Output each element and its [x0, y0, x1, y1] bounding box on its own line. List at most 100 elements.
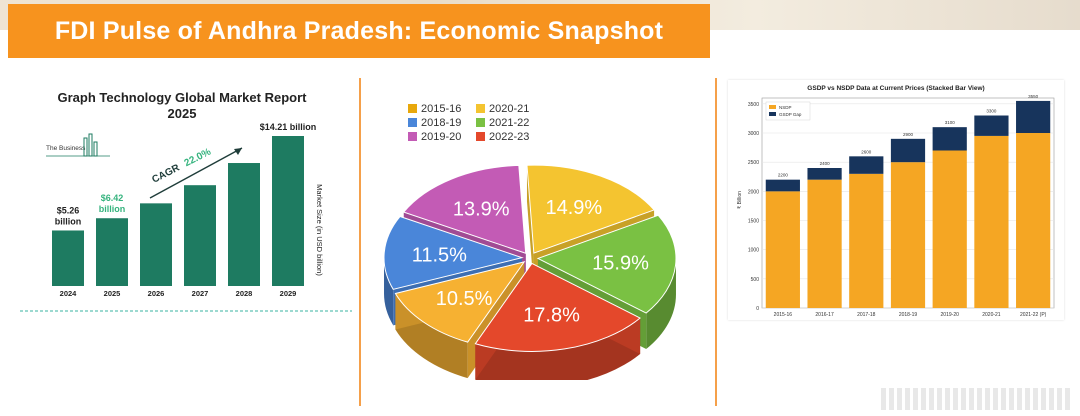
- business-logo: The Business: [46, 133, 110, 157]
- gsdp-y-tick: 1000: [748, 248, 759, 254]
- pie-slice-label: 11.5%: [412, 245, 467, 267]
- market-x-tick: 2026: [148, 289, 165, 298]
- pie-panel: 2015-16 2018-19 2019-20 2020-21 2021-22 2022-…: [370, 80, 705, 388]
- market-value-label: billion: [99, 204, 126, 214]
- pie-slice: [394, 261, 526, 343]
- pie-legend-swatch: [408, 118, 417, 127]
- market-x-tick: 2029: [280, 289, 297, 298]
- gsdp-y-tick: 3500: [748, 102, 759, 108]
- market-bar: [228, 163, 260, 286]
- gsdp-bar-gap: [807, 168, 842, 180]
- market-chart-subtitle: 2025: [168, 106, 197, 121]
- gsdp-bar-nsdp: [849, 173, 884, 308]
- divider-left: [359, 78, 361, 406]
- market-report-panel: Graph Technology Global Market Report 20…: [20, 80, 352, 320]
- market-x-tick: 2025: [104, 289, 121, 298]
- gsdp-bar-nsdp: [765, 191, 800, 308]
- gsdp-legend-swatch: [769, 112, 776, 116]
- gsdp-bar-gap: [974, 115, 1009, 136]
- market-bar: [96, 218, 128, 286]
- logo-bar: [93, 141, 98, 157]
- pie-legend-swatch: [476, 104, 485, 113]
- market-chart-title: Graph Technology Global Market Report: [58, 90, 308, 105]
- gsdp-chart-title: GSDP vs NSDP Data at Current Prices (Sta…: [807, 85, 984, 92]
- pie-legend-label: 2018-19: [421, 117, 461, 129]
- gsdp-bar-gap: [849, 156, 884, 174]
- gsdp-x-tick: 2015-16: [774, 312, 793, 318]
- pie-slice-label: 17.8%: [523, 305, 580, 327]
- logo-bar: [83, 137, 88, 157]
- market-value-label: $5.26: [57, 205, 80, 215]
- pie-slice: [402, 164, 527, 254]
- gsdp-bar-nsdp: [1016, 133, 1051, 308]
- market-bar: [272, 136, 304, 286]
- gsdp-x-tick: 2019-20: [941, 312, 960, 318]
- pie-legend-label: 2019-20: [421, 131, 461, 143]
- watermark: [881, 388, 1070, 410]
- pie-slice-wall: [526, 165, 534, 290]
- gsdp-stacked-chart: GSDP vs NSDP Data at Current Prices (Sta…: [737, 85, 1055, 318]
- pie-slice-side: [646, 258, 676, 350]
- gsdp-panel: GSDP vs NSDP Data at Current Prices (Sta…: [728, 80, 1064, 320]
- gsdp-y-tick: 2500: [748, 160, 759, 166]
- gsdp-total-label: 2600: [861, 149, 872, 154]
- pie-legend-label: 2021-22: [489, 117, 529, 129]
- gsdp-total-label: 3550: [1028, 94, 1039, 99]
- pie-slice-side: [475, 318, 641, 388]
- cagr-arrowhead: [234, 148, 242, 155]
- pie-legend-swatch: [476, 118, 485, 127]
- gsdp-y-tick: 500: [751, 277, 760, 283]
- gsdp-total-label: 3300: [986, 109, 997, 114]
- market-bar: [184, 185, 216, 286]
- pie-slice: [474, 262, 642, 352]
- gsdp-x-tick: 2016-17: [815, 312, 834, 318]
- market-value-label: $6.42: [101, 193, 124, 203]
- gsdp-bar-nsdp: [974, 135, 1009, 308]
- gsdp-total-label: 2900: [903, 132, 914, 137]
- market-value-label: billion: [55, 216, 82, 226]
- cagr-arrow: [149, 147, 243, 199]
- market-dashed-rule: [20, 310, 352, 312]
- logo-text: The Business: [46, 145, 86, 152]
- gsdp-total-label: 3100: [945, 120, 956, 125]
- pie-slice: [536, 214, 677, 314]
- pie-slice-label: 10.5%: [436, 288, 493, 310]
- pie-legend-label: 2022-23: [489, 131, 529, 143]
- gsdp-y-tick: 3000: [748, 131, 759, 137]
- gsdp-bar-nsdp: [807, 179, 842, 308]
- gsdp-total-label: 2400: [820, 161, 831, 166]
- market-ylabel: Market Size (in USD billion): [315, 184, 324, 276]
- pie-legend-swatch: [408, 132, 417, 141]
- gsdp-legend-box: [765, 101, 811, 121]
- gsdp-x-tick: 2017-18: [857, 312, 876, 318]
- market-report-chart: Graph Technology Global Market Report 20…: [46, 90, 324, 298]
- market-x-tick: 2027: [192, 289, 209, 298]
- cagr-label: CAGR: [150, 162, 182, 186]
- gsdp-bar-gap: [765, 179, 800, 192]
- market-value-label: $14.21 billion: [260, 122, 317, 132]
- gsdp-y-tick: 2000: [748, 189, 759, 195]
- gsdp-bar-nsdp: [932, 150, 967, 308]
- gsdp-y-tick: 0: [756, 306, 759, 312]
- gsdp-total-label: 2200: [778, 173, 789, 178]
- pie-slice: [526, 164, 655, 254]
- pie-legend-label: 2015-16: [421, 103, 461, 115]
- page-title: FDI Pulse of Andhra Pradesh: Economic Sn…: [54, 16, 664, 45]
- gsdp-bar-nsdp: [890, 162, 926, 308]
- gsdp-y-tick: 1500: [748, 219, 759, 225]
- market-bar: [52, 230, 84, 286]
- pie-slice-label: 15.9%: [592, 253, 649, 275]
- gsdp-legend-label: NSDP: [779, 105, 792, 110]
- gsdp-bar-gap: [932, 127, 967, 151]
- cagr-annotation: CAGR 22.0%: [150, 147, 213, 186]
- gsdp-legend-swatch: [769, 105, 776, 109]
- pie-slice-label: 13.9%: [453, 199, 510, 221]
- pie-legend-swatch: [408, 104, 417, 113]
- gsdp-x-tick: 2020-21: [982, 312, 1001, 318]
- gsdp-legend-label: GSDP Gap: [779, 112, 802, 117]
- title-banner: FDI Pulse of Andhra Pradesh: Economic Sn…: [8, 4, 710, 58]
- gsdp-x-tick: 2018-19: [899, 312, 918, 318]
- pie-legend-swatch: [476, 132, 485, 141]
- pie-legend-label: 2020-21: [489, 103, 529, 115]
- gsdp-ylabel: ₹ Billion: [737, 191, 743, 209]
